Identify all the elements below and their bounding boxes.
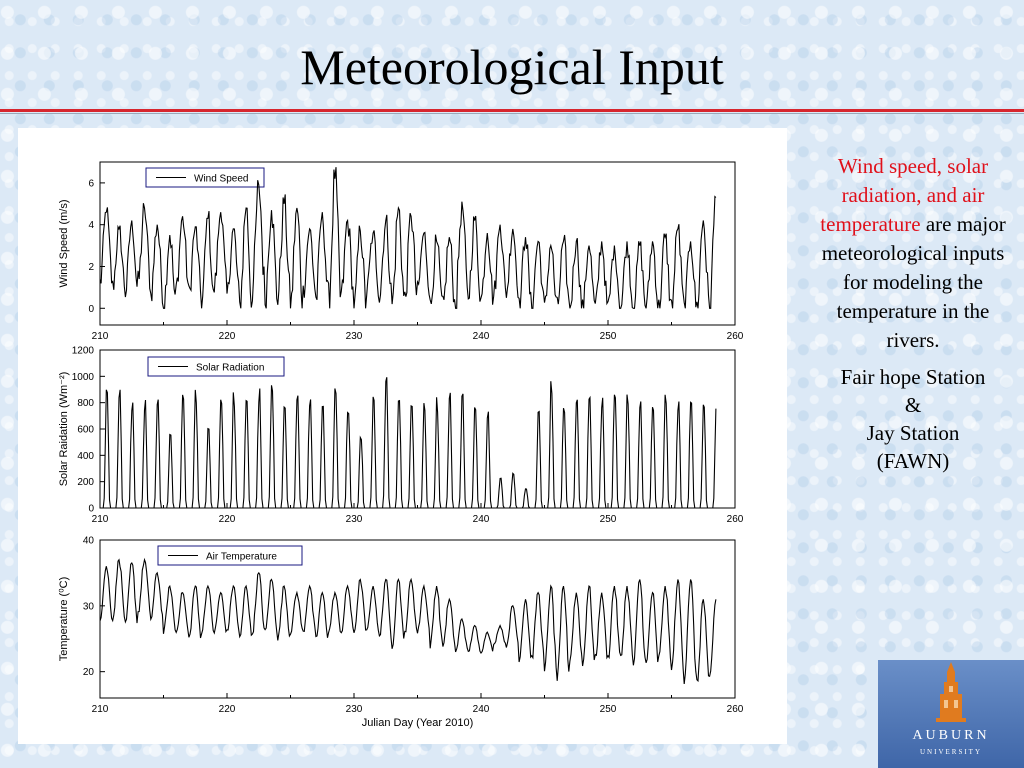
chart-panel-1: 210 220 230 240 250 260 0 2 4 6 Wind Speed (m/s) Wi… (58, 161, 744, 342)
station-line-3: Jay Station (866, 421, 960, 445)
y-tick-label: 2 (88, 262, 94, 273)
y-axis-label: Solar Raidation (Wm⁻²) (58, 372, 70, 487)
x-tick-label: 230 (346, 704, 363, 715)
y-tick-label: 1000 (72, 372, 95, 383)
x-tick-label: 250 (600, 514, 617, 525)
x-tick-label: 220 (219, 331, 236, 342)
station-line-1: Fair hope Station (840, 365, 986, 389)
legend-box (147, 356, 285, 377)
side-description: Wind speed, solar radiation, and air tem… (808, 152, 1018, 475)
logo-subtitle: UNIVERSITY (920, 748, 982, 756)
description-paragraph: Wind speed, solar radiation, and air tem… (808, 152, 1018, 355)
y-tick-label: 20 (83, 667, 95, 678)
series-line (99, 557, 717, 685)
x-tick-label: 250 (600, 331, 617, 342)
series-line (99, 167, 717, 309)
x-tick-label: 230 (346, 331, 363, 342)
y-tick-label: 4 (88, 220, 94, 231)
x-tick-label: 240 (473, 331, 490, 342)
x-tick-label: 210 (92, 331, 109, 342)
y-tick-label: 40 (83, 536, 95, 547)
description-highlight: Wind speed, solar radiation, and air tem… (820, 154, 989, 236)
series-line (100, 377, 717, 509)
y-tick-label: 200 (77, 477, 94, 488)
x-tick-label: 210 (92, 704, 109, 715)
legend-label: Solar Radiation (196, 363, 264, 374)
x-tick-label: 260 (727, 704, 744, 715)
x-tick-label: 240 (473, 704, 490, 715)
legend-box (145, 167, 265, 188)
title-divider (0, 109, 1024, 112)
x-tick-label: 220 (219, 704, 236, 715)
chart-panel: 210 220 230 240 250 260 0 2 4 6 Wind Speed (m/s) Wi… (18, 128, 787, 744)
meteorological-charts: 210 220 230 240 250 260 0 2 4 6 Wind Speed (m/s) Wi… (58, 161, 744, 730)
y-tick-label: 6 (88, 178, 94, 189)
x-axis-label: Julian Day (Year 2010) (362, 717, 474, 729)
chart-panel-2: 210 220 230 240 250 260 0 200 400 600 800 1000 1200 S… (58, 346, 744, 526)
x-tick-label: 250 (600, 704, 617, 715)
legend-label: Air Temperature (206, 552, 277, 563)
x-tick-label: 230 (346, 514, 363, 525)
station-info: Fair hope Station & Jay Station (FAWN) (808, 363, 1018, 475)
slide-title: Meteorological Input (300, 39, 724, 95)
x-tick-label: 220 (219, 514, 236, 525)
legend-box (157, 545, 303, 566)
x-tick-label: 260 (727, 514, 744, 525)
y-tick-label: 30 (83, 601, 95, 612)
y-tick-label: 1200 (72, 346, 95, 357)
description-rest: are major meteorological inputs for mode… (821, 212, 1006, 352)
y-tick-label: 0 (88, 304, 94, 315)
chart-panel-3: 210 220 230 240 250 260 20 30 40 Temperature (⁰C)… (58, 536, 744, 730)
y-tick-label: 400 (77, 451, 94, 462)
y-axis-label: Temperature (⁰C) (58, 577, 70, 662)
y-axis-label: Wind Speed (m/s) (58, 199, 70, 287)
legend-label: Wind Speed (194, 174, 248, 185)
station-line-4: (FAWN) (876, 449, 950, 473)
tower-icon (936, 662, 966, 722)
auburn-logo: AUBURN UNIVERSITY (878, 660, 1024, 768)
x-tick-label: 210 (92, 514, 109, 525)
y-tick-label: 0 (88, 504, 94, 515)
x-tick-label: 240 (473, 514, 490, 525)
title-divider-shadow (0, 113, 1024, 114)
station-line-2: & (904, 393, 922, 417)
y-tick-label: 600 (77, 425, 94, 436)
y-tick-label: 800 (77, 398, 94, 409)
x-tick-label: 260 (727, 331, 744, 342)
logo-name: AUBURN (912, 728, 990, 743)
